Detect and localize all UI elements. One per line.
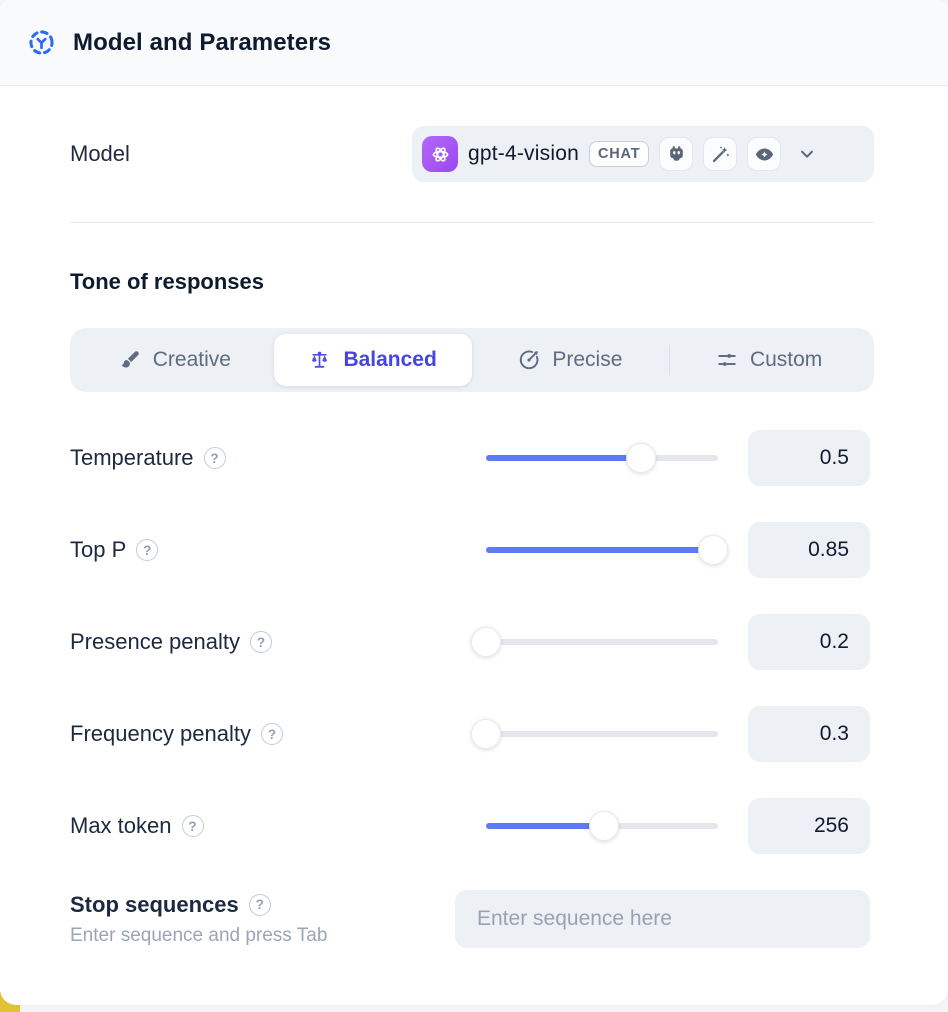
frequency-penalty-value[interactable]: 0.3: [748, 706, 870, 762]
max-token-slider[interactable]: [486, 811, 718, 841]
stop-sequences-label: Stop sequences: [70, 891, 239, 917]
target-arrow-icon: [518, 349, 540, 371]
frequency-penalty-slider[interactable]: [471, 719, 718, 749]
help-icon[interactable]: ?: [261, 723, 283, 745]
tone-option-balanced[interactable]: Balanced: [273, 334, 472, 386]
help-icon[interactable]: ?: [248, 893, 271, 916]
panel-header: Model and Parameters: [0, 0, 948, 86]
help-icon[interactable]: ?: [181, 815, 204, 837]
segment-divider: [669, 345, 671, 375]
help-icon[interactable]: ?: [136, 539, 159, 561]
panel-title: Model and Parameters: [73, 28, 332, 56]
model-select-dropdown[interactable]: gpt-4-vision CHAT: [412, 126, 874, 182]
temperature-slider[interactable]: [486, 443, 718, 473]
slider-handle[interactable]: [471, 719, 501, 749]
stop-sequences-hint: Enter sequence and press Tab: [70, 924, 328, 946]
tone-option-label: Balanced: [343, 348, 437, 371]
tune-sliders-icon: [716, 349, 738, 371]
presence-penalty-row: Presence penalty ? 0.2: [70, 614, 874, 670]
max-token-value[interactable]: 256: [748, 798, 870, 854]
openai-logo: [422, 136, 458, 172]
vision-eye-icon: [747, 137, 782, 171]
chevron-down-icon: [797, 144, 817, 164]
tone-option-label: Creative: [152, 348, 231, 371]
frequency-penalty-row: Frequency penalty ? 0.3: [70, 706, 874, 762]
top-p-slider[interactable]: [486, 535, 729, 565]
model-row: Model gpt-4-vision CHAT: [70, 126, 874, 182]
frequency-penalty-label: Frequency penalty: [70, 721, 251, 746]
slider-handle[interactable]: [471, 627, 501, 657]
stop-sequences-row: Stop sequences ? Enter sequence and pres…: [70, 890, 874, 948]
top-p-row: Top P ? 0.85: [70, 522, 874, 578]
temperature-value[interactable]: 0.5: [748, 430, 870, 486]
tone-option-label: Custom: [749, 348, 823, 371]
tone-option-creative[interactable]: Creative: [76, 334, 274, 386]
magic-wand-icon: [703, 137, 738, 171]
selected-model-name: gpt-4-vision: [468, 142, 579, 165]
tone-segmented-control: Creative Balanced: [70, 328, 874, 392]
slider-handle[interactable]: [626, 443, 657, 473]
presence-penalty-slider[interactable]: [471, 627, 718, 657]
presence-penalty-value[interactable]: 0.2: [748, 614, 870, 670]
tone-option-precise[interactable]: Precise: [472, 334, 670, 386]
max-token-label: Max token: [70, 813, 172, 838]
paintbrush-icon: [119, 349, 141, 371]
model-label: Model: [70, 141, 130, 166]
section-divider: [70, 222, 874, 223]
tone-option-label: Precise: [552, 348, 623, 371]
model-type-badge: CHAT: [588, 140, 650, 168]
presence-penalty-label: Presence penalty: [70, 629, 240, 654]
stop-sequence-input[interactable]: [455, 890, 870, 948]
tone-option-custom[interactable]: Custom: [670, 334, 868, 386]
top-p-value[interactable]: 0.85: [748, 522, 870, 578]
slider-handle[interactable]: [698, 535, 729, 565]
robot-icon: [659, 137, 694, 171]
model-hub-icon: [28, 29, 55, 56]
temperature-label: Temperature: [70, 445, 194, 470]
slider-handle[interactable]: [589, 811, 620, 841]
help-icon[interactable]: ?: [250, 631, 272, 653]
temperature-row: Temperature ? 0.5: [70, 430, 874, 486]
top-p-label: Top P: [70, 537, 127, 562]
max-token-row: Max token ? 256: [70, 798, 874, 854]
balance-scale-icon: [308, 349, 331, 372]
tone-heading: Tone of responses: [70, 269, 264, 294]
help-icon[interactable]: ?: [203, 447, 226, 469]
